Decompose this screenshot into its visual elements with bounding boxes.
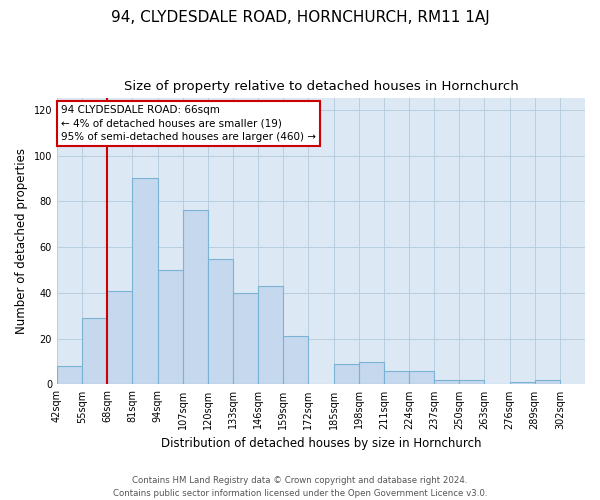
Bar bbox=[133, 178, 158, 384]
Bar bbox=[82, 318, 107, 384]
Text: 94 CLYDESDALE ROAD: 66sqm
← 4% of detached houses are smaller (19)
95% of semi-d: 94 CLYDESDALE ROAD: 66sqm ← 4% of detach… bbox=[61, 105, 316, 142]
Bar bbox=[182, 210, 208, 384]
Bar bbox=[409, 370, 434, 384]
Text: 94, CLYDESDALE ROAD, HORNCHURCH, RM11 1AJ: 94, CLYDESDALE ROAD, HORNCHURCH, RM11 1A… bbox=[110, 10, 490, 25]
Bar bbox=[233, 293, 258, 384]
Bar bbox=[535, 380, 560, 384]
Bar bbox=[509, 382, 535, 384]
X-axis label: Distribution of detached houses by size in Hornchurch: Distribution of detached houses by size … bbox=[161, 437, 481, 450]
Bar bbox=[384, 370, 409, 384]
Bar bbox=[158, 270, 182, 384]
Bar bbox=[283, 336, 308, 384]
Bar bbox=[359, 362, 384, 384]
Bar bbox=[334, 364, 359, 384]
Bar bbox=[57, 366, 82, 384]
Bar bbox=[258, 286, 283, 384]
Text: Contains HM Land Registry data © Crown copyright and database right 2024.
Contai: Contains HM Land Registry data © Crown c… bbox=[113, 476, 487, 498]
Bar bbox=[434, 380, 459, 384]
Title: Size of property relative to detached houses in Hornchurch: Size of property relative to detached ho… bbox=[124, 80, 518, 93]
Bar bbox=[208, 258, 233, 384]
Bar bbox=[107, 290, 133, 384]
Bar bbox=[459, 380, 484, 384]
Bar bbox=[535, 382, 560, 384]
Y-axis label: Number of detached properties: Number of detached properties bbox=[15, 148, 28, 334]
